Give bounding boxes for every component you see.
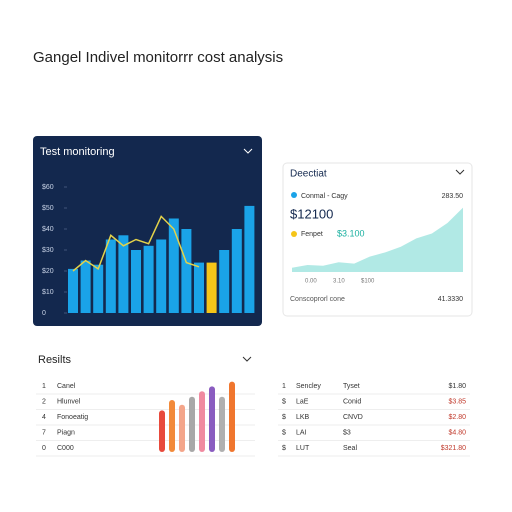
bar [194,262,204,313]
area [292,207,463,272]
bar [199,391,205,452]
y-tick-label: $30 [42,247,54,254]
row-value: 283.50 [442,193,464,200]
legend-dot [291,231,297,237]
table-cell: LAI [296,429,307,436]
list-cell: 2 [42,398,46,405]
list-cell: C000 [57,445,74,452]
bar [181,229,192,313]
bar [231,229,242,313]
page-title: Gangel Indivel monitorrr cost analysis [33,49,283,66]
amount: $12100 [290,206,333,221]
bar [219,396,225,452]
row-label: Fenpet [301,231,323,238]
table-cell: $ [282,398,286,405]
bar [209,386,215,452]
table-cell: $321.80 [441,445,466,452]
table-cell: LaE [296,398,309,405]
bar [206,262,217,313]
list-cell: 4 [42,414,46,421]
bar [68,268,78,313]
table-cell: $3.85 [448,398,466,405]
bar [244,205,255,313]
bar [143,245,154,313]
detail-card [282,162,473,317]
footer-label: Conscoprorl cone [290,296,345,303]
bar [179,404,185,452]
table-cell: $4.80 [448,429,466,436]
bar [93,264,104,313]
y-tick-label: $50 [42,205,54,212]
y-tick-label: 0 [42,310,46,317]
row-value: $3.100 [337,228,365,238]
dropdown-icon[interactable] [455,169,465,175]
dropdown-icon[interactable] [242,356,252,362]
y-tick-label: $40 [42,226,54,233]
table-cell: Seal [343,445,357,452]
list-cell: Canel [57,383,76,390]
table-cell: $1.80 [448,383,466,390]
legend-dot [291,192,297,198]
bar [131,250,141,313]
table-cell: Tyset [343,383,360,390]
bar [80,260,91,313]
panel-title: Test monitoring [40,146,115,158]
table-cell: Conid [343,398,361,405]
bar [159,410,165,452]
table-cell: $2.80 [448,414,466,421]
y-tick-label: $60 [42,184,54,191]
table-cell: LKB [296,414,310,421]
table-cell: $ [282,429,286,436]
card-title: Deectiat [290,169,327,180]
table-cell: 1 [282,383,286,390]
bar [169,400,175,452]
table-cell: Sencley [296,383,321,390]
table-cell: $3 [343,429,351,436]
table-cell: $ [282,414,286,421]
list-cell: Piagn [57,429,75,436]
list-cell: 0 [42,445,46,452]
footer-value: 41.3330 [438,296,463,303]
y-tick-label: $10 [42,289,54,296]
list-cell: 7 [42,429,46,436]
table-cell: LUT [296,445,310,452]
bar [156,239,167,313]
x-tick-label: $100 [361,279,375,285]
list-cell: Hlunvel [57,398,81,405]
bar [219,250,230,313]
table-cell: CNVD [343,414,363,421]
bar [118,235,129,313]
bar [105,239,116,313]
dropdown-icon[interactable] [243,148,253,154]
trend-line [72,215,200,272]
section-title: Resilts [38,354,72,366]
bar [229,381,235,452]
x-tick-label: 3.10 [333,279,345,285]
list-cell: Fonoeatig [57,414,88,421]
bar [168,218,179,313]
y-tick-label: $20 [42,268,54,275]
list-cell: 1 [42,383,46,390]
x-tick-label: 0.00 [305,279,317,285]
row-label: Conmal - Cagy [301,193,348,200]
table-cell: $ [282,445,286,452]
bar [189,396,195,452]
